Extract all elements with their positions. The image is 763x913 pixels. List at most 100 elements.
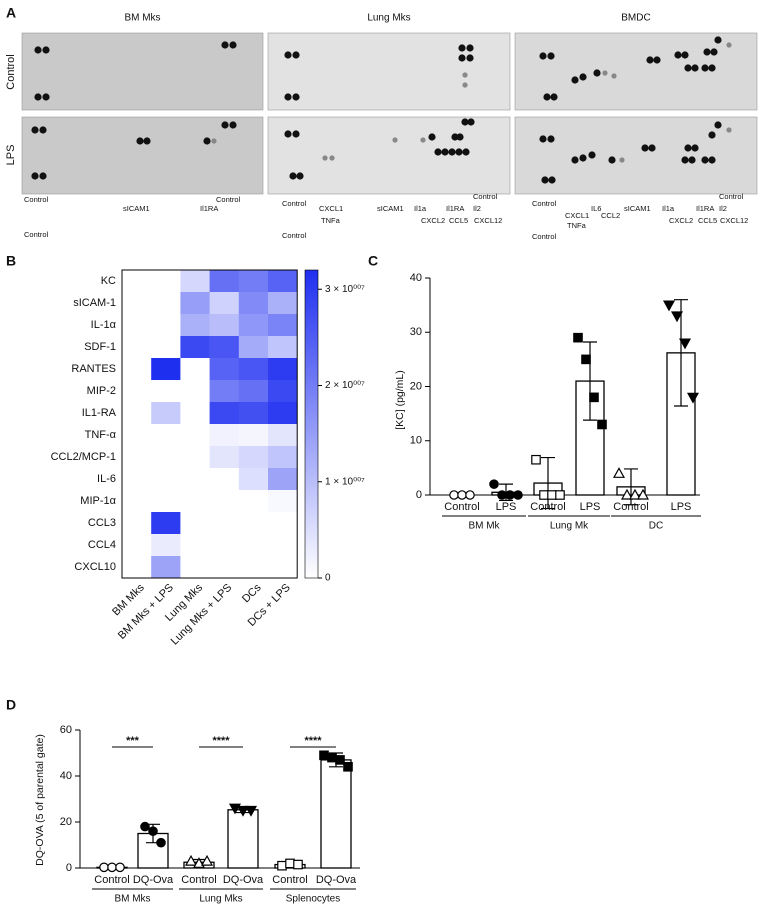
blot-spot (34, 93, 42, 101)
x-tick-label: Control (530, 501, 565, 513)
row-label: CCL4 (88, 539, 116, 551)
heat-cell (268, 468, 298, 491)
heat-cell (268, 336, 298, 359)
y-tick-label: 30 (410, 326, 422, 338)
panel-label: A (6, 5, 16, 21)
data-point (148, 826, 158, 836)
row-label: LPS (5, 145, 17, 166)
data-point (293, 859, 303, 870)
heat-cell (151, 446, 181, 469)
data-point (140, 821, 150, 832)
spot-label: CCL2 (601, 211, 620, 220)
data-point (531, 454, 541, 465)
x-tick-label: DQ-Ova (223, 874, 264, 886)
data-point (449, 490, 459, 500)
y-axis-label: DQ-OVA (5 of parental gate) (34, 734, 46, 866)
heat-cell (268, 556, 298, 579)
x-tick-label: Control (181, 874, 216, 886)
blot-spot (39, 126, 47, 134)
data-point (628, 488, 642, 500)
data-point (244, 805, 258, 817)
spot-label: CXCL1 (565, 211, 589, 220)
group-label: Lung Mk (550, 521, 589, 532)
heat-cell (122, 402, 152, 425)
heat-cell (238, 380, 269, 403)
spot-label: Control (532, 199, 557, 208)
row-label: KC (101, 275, 116, 287)
spot-label: TNFa (321, 216, 341, 225)
heat-cell (268, 402, 298, 425)
data-point (589, 392, 599, 403)
heat-cell (151, 358, 181, 381)
heat-cell (238, 336, 269, 359)
blot-spot (420, 137, 426, 143)
blot-spot (462, 148, 470, 156)
colorbar-label: 2 × 10⁰⁰⁷ (325, 380, 365, 391)
heat-cell (180, 490, 210, 513)
blot-spot (458, 54, 466, 62)
blot-spot (588, 151, 596, 159)
data-point (200, 854, 214, 866)
blot-spot (619, 157, 625, 163)
heat-cell (268, 270, 298, 293)
significance-label: **** (212, 735, 230, 747)
panel-label: C (368, 253, 378, 269)
blot-spot (441, 148, 449, 156)
row-label: TNF-α (85, 429, 117, 441)
blot-image (267, 32, 511, 111)
heat-cell (151, 314, 181, 337)
blot-spot (434, 148, 442, 156)
heat-cell (180, 468, 210, 491)
spot-label: sICAM1 (377, 204, 404, 213)
spot-label: CXCL12 (474, 216, 502, 225)
heat-cell (180, 446, 210, 469)
blot-spot (611, 73, 617, 79)
heat-cell (151, 402, 181, 425)
x-tick-label: LPS (496, 501, 517, 513)
blot-spot (289, 172, 297, 180)
data-point (547, 490, 557, 500)
heat-cell (151, 270, 181, 293)
y-tick-label: 0 (66, 862, 72, 874)
heat-cell (238, 270, 269, 293)
data-point (597, 419, 607, 430)
blot-spot (203, 137, 211, 145)
heat-cell (268, 314, 298, 337)
blot-spot (684, 144, 692, 152)
colorbar-label: 1 × 10⁰⁰⁷ (325, 476, 365, 487)
blot-spot (684, 64, 692, 72)
blot-image (267, 116, 511, 195)
heat-cell (238, 446, 269, 469)
heat-cell (209, 358, 240, 381)
heat-cell (151, 336, 181, 359)
heat-cell (122, 270, 152, 293)
row-label: MIP-1α (80, 495, 116, 507)
blot-spot (641, 144, 649, 152)
y-tick-label: 10 (410, 435, 422, 447)
heat-cell (180, 556, 210, 579)
column-label: DCs (240, 581, 264, 605)
x-tick-label: Control (94, 874, 129, 886)
spot-label: Control (532, 232, 557, 241)
data-point (612, 467, 626, 478)
blot-spot (541, 176, 549, 184)
heat-cell (238, 468, 269, 491)
y-tick-label: 20 (60, 816, 72, 828)
row-label: IL1-RA (82, 407, 117, 419)
spot-label: IL6 (591, 204, 601, 213)
data-point (156, 837, 166, 848)
heat-cell (180, 336, 210, 359)
heat-cell (209, 490, 240, 513)
x-tick-label: Control (272, 874, 307, 886)
y-tick-label: 40 (410, 272, 422, 284)
blot-spot (428, 133, 436, 141)
group-label: DC (649, 521, 663, 532)
blot-spot (726, 42, 732, 48)
heat-cell (268, 512, 298, 535)
heat-cell (209, 446, 240, 469)
heat-cell (209, 380, 240, 403)
blot-spot (42, 46, 50, 54)
heat-cell (122, 380, 152, 403)
spot-label: TNFa (567, 221, 587, 230)
heat-cell (151, 556, 181, 579)
